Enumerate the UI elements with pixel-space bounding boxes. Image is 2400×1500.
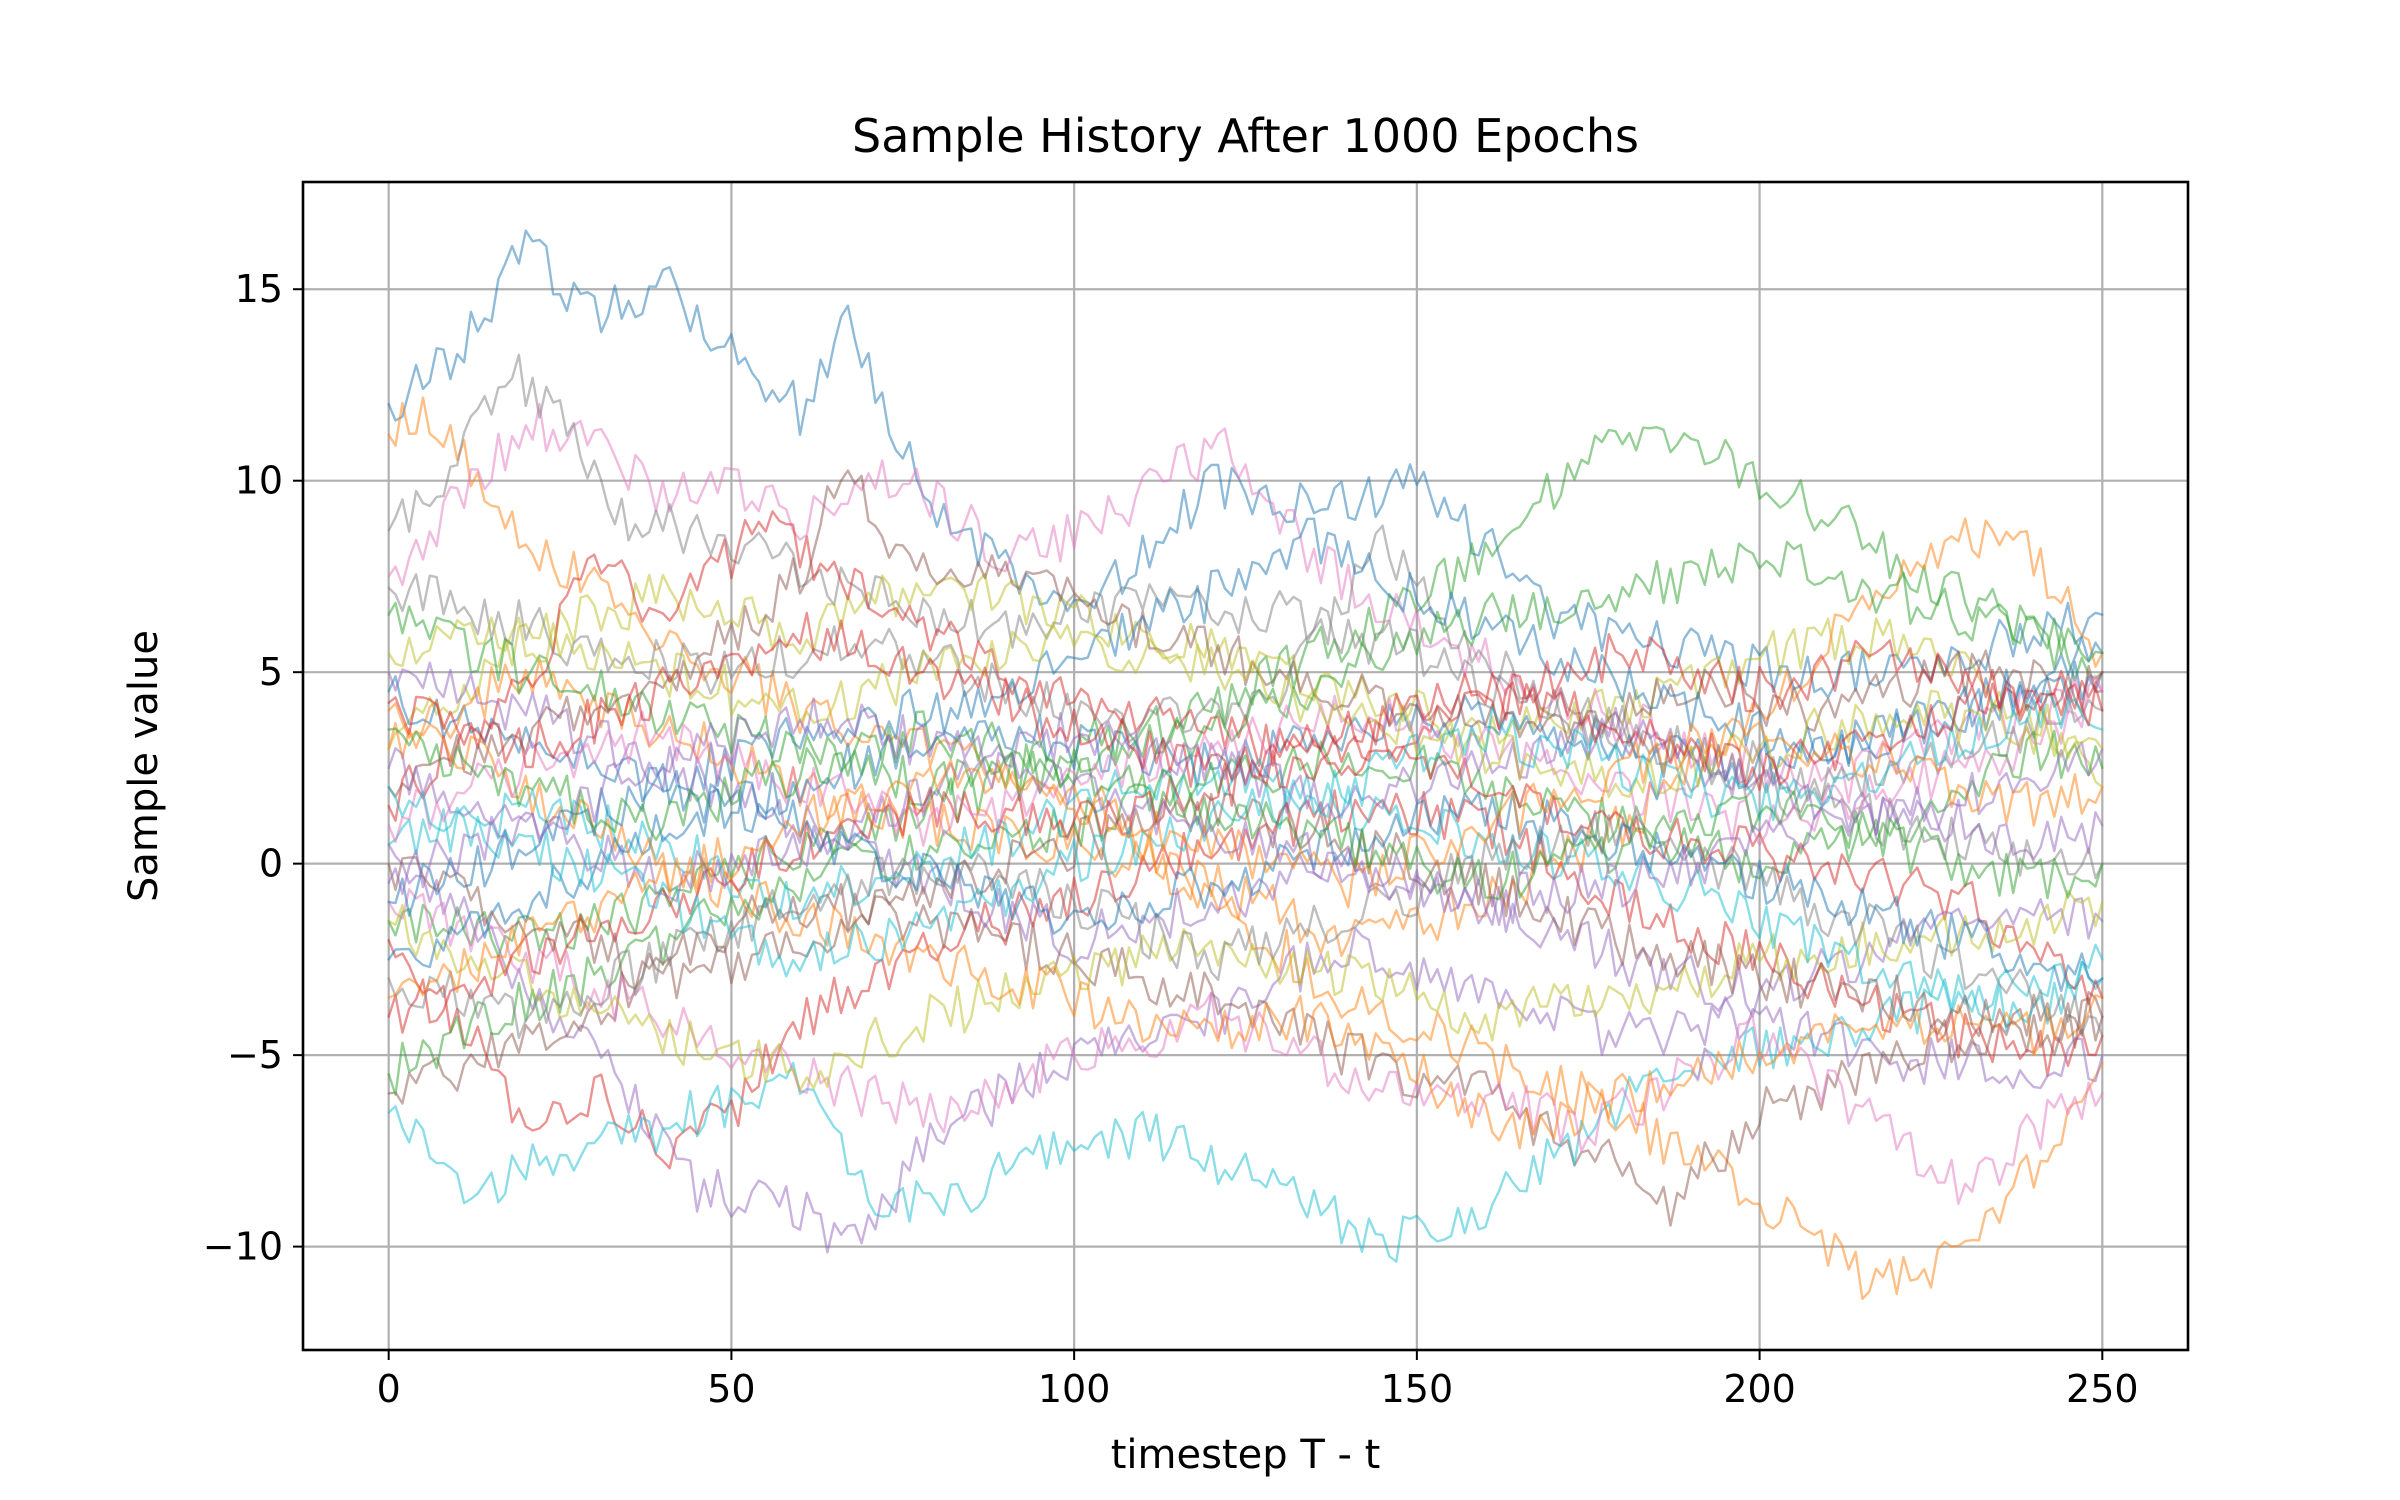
series-line	[387, 674, 2104, 847]
series-line	[387, 882, 2104, 1227]
series-line	[387, 960, 2104, 1263]
y-tick-label: −5	[227, 1033, 283, 1077]
y-tick-label: 15	[235, 267, 283, 311]
series-line	[387, 710, 2104, 901]
series-line	[387, 611, 2104, 792]
y-tick-label: 10	[235, 459, 283, 503]
x-tick-label: 150	[1381, 1367, 1454, 1411]
series-line	[387, 524, 2104, 880]
series-line	[387, 616, 2104, 799]
series-line	[387, 750, 2104, 1033]
series-line	[387, 572, 2104, 789]
series-line	[387, 792, 2104, 1057]
series-line	[387, 717, 2104, 999]
plot-frame	[301, 180, 2190, 1352]
series-line	[387, 697, 2104, 926]
series-line	[387, 396, 2104, 1301]
series-line	[387, 809, 2104, 1040]
series-line	[387, 229, 2104, 699]
series-line	[387, 888, 2104, 1206]
chart-title: Sample History After 1000 Epochs	[852, 109, 1639, 163]
series-line	[387, 426, 2104, 958]
y-tick-label: −10	[203, 1225, 283, 1269]
series-line	[387, 633, 2104, 1034]
series-line	[387, 517, 2104, 958]
series-line	[387, 766, 2104, 993]
x-tick-label: 50	[707, 1367, 755, 1411]
y-tick-label: 0	[259, 842, 283, 886]
series-lines	[387, 229, 2104, 1301]
y-tick-label: 5	[259, 650, 283, 694]
axis-ticks: 0 50 100 150 200 250 −10 −5 0 5 10 15	[203, 267, 2139, 1411]
x-tick-label: 250	[2066, 1367, 2139, 1411]
x-tick-label: 200	[1723, 1367, 1796, 1411]
series-line	[387, 661, 2104, 1018]
series-line	[387, 469, 2104, 798]
series-line	[387, 402, 2104, 804]
series-line	[387, 353, 2104, 805]
series-line	[387, 540, 2104, 807]
series-line	[387, 889, 2104, 1092]
x-axis-label: timestep T - t	[1111, 1432, 1381, 1478]
x-tick-label: 0	[377, 1367, 401, 1411]
y-axis-label: Sample value	[121, 630, 167, 902]
x-tick-label: 100	[1038, 1367, 1111, 1411]
